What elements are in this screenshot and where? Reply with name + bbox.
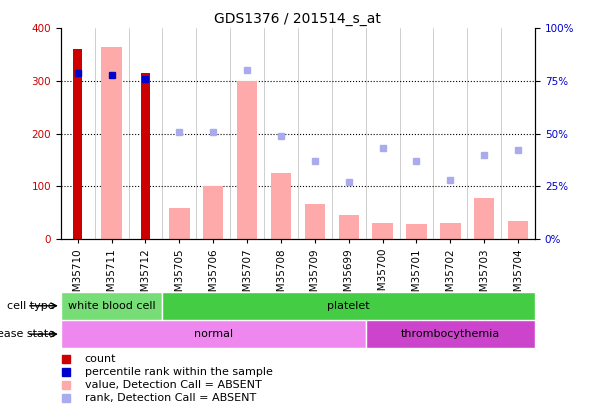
- Bar: [365, 320, 535, 348]
- Bar: [162, 292, 535, 320]
- Bar: [406, 224, 427, 239]
- Text: platelet: platelet: [328, 301, 370, 311]
- Bar: [271, 173, 291, 239]
- Bar: [237, 81, 257, 239]
- Bar: [141, 73, 150, 239]
- Text: thrombocythemia: thrombocythemia: [401, 329, 500, 339]
- Text: normal: normal: [194, 329, 233, 339]
- Bar: [339, 215, 359, 239]
- Bar: [61, 292, 162, 320]
- Text: percentile rank within the sample: percentile rank within the sample: [85, 367, 272, 377]
- Bar: [305, 204, 325, 239]
- Bar: [373, 223, 393, 239]
- Bar: [73, 49, 82, 239]
- Bar: [102, 47, 122, 239]
- Title: GDS1376 / 201514_s_at: GDS1376 / 201514_s_at: [215, 12, 381, 26]
- Text: white blood cell: white blood cell: [68, 301, 156, 311]
- Text: value, Detection Call = ABSENT: value, Detection Call = ABSENT: [85, 380, 261, 390]
- Bar: [169, 209, 190, 239]
- Bar: [508, 220, 528, 239]
- Text: count: count: [85, 354, 116, 364]
- Text: rank, Detection Call = ABSENT: rank, Detection Call = ABSENT: [85, 393, 256, 403]
- Bar: [440, 223, 460, 239]
- Text: disease state: disease state: [0, 329, 55, 339]
- Bar: [203, 186, 223, 239]
- Bar: [474, 198, 494, 239]
- Bar: [61, 320, 365, 348]
- Text: cell type: cell type: [7, 301, 55, 311]
